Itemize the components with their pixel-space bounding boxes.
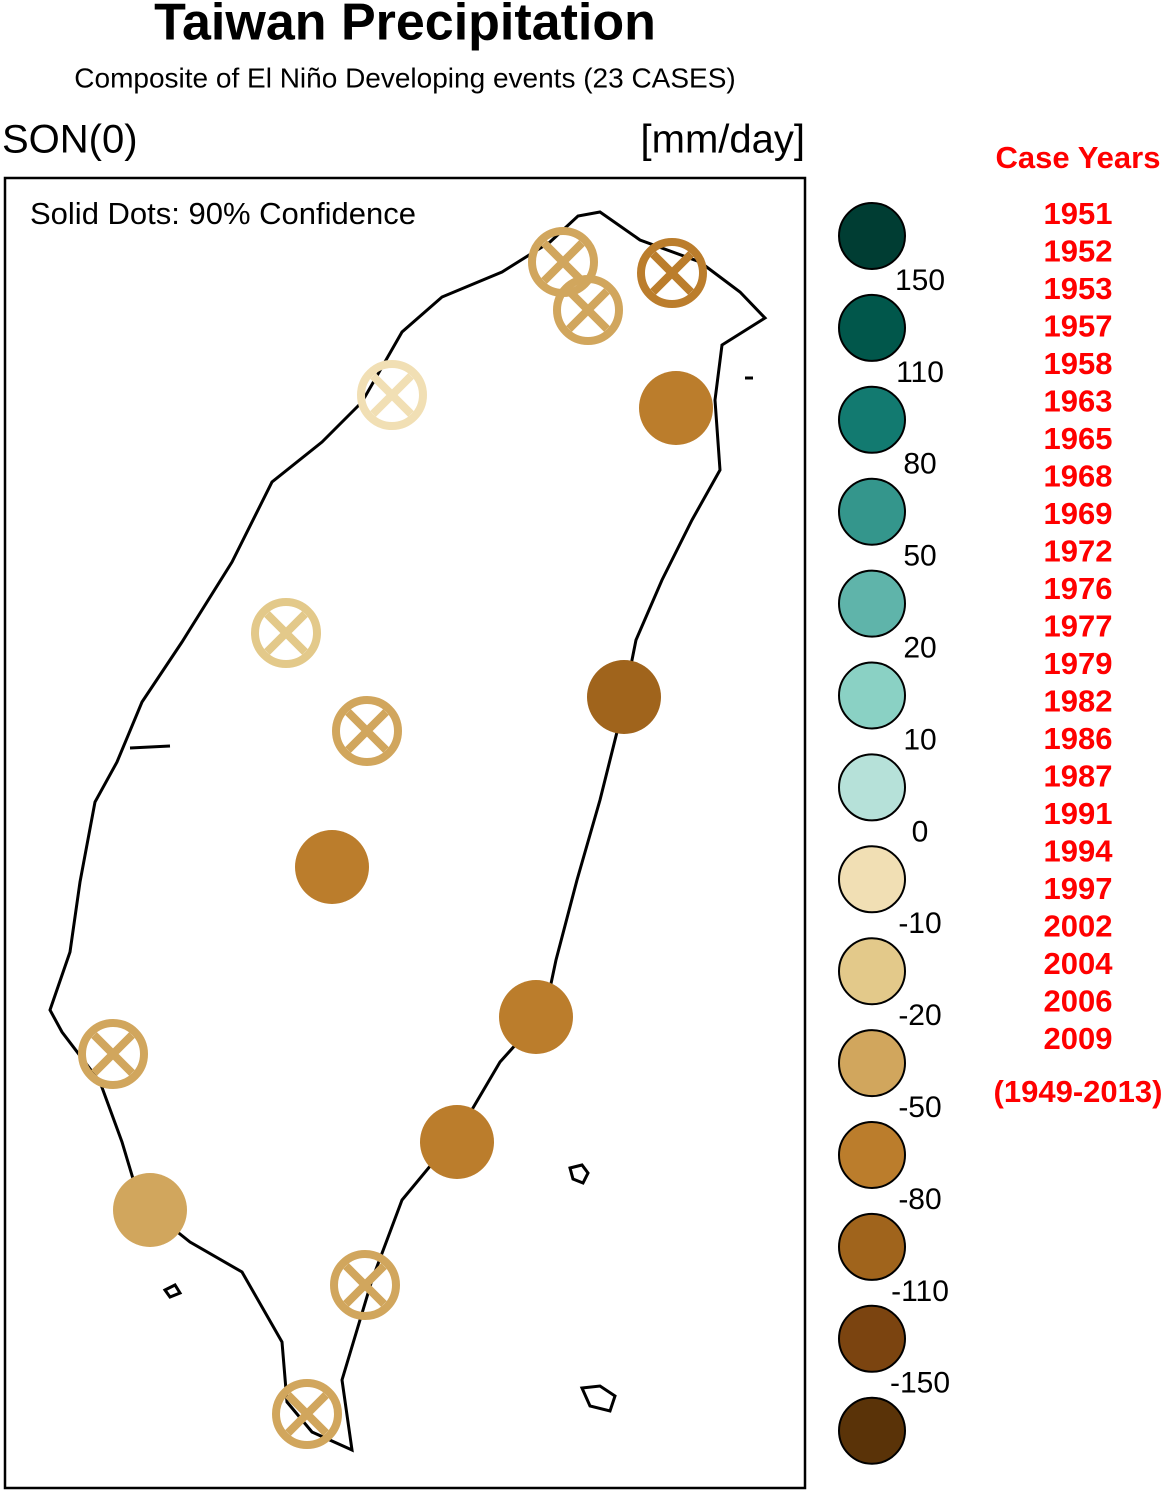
case-year: 1986 (1044, 721, 1113, 756)
legend-swatch (838, 845, 906, 914)
legend-label: -20 (898, 999, 941, 1032)
station-dot (587, 660, 661, 734)
station-cross (91, 1032, 135, 1076)
legend-swatch (838, 1121, 906, 1189)
case-year: 1953 (1044, 271, 1113, 306)
station-cross (541, 240, 585, 284)
legend-swatch (838, 1396, 906, 1465)
station-dot (499, 980, 573, 1054)
case-year: 1969 (1044, 496, 1113, 531)
season: SON(0) (2, 118, 138, 162)
station-ring (637, 238, 707, 308)
case-year: 1957 (1044, 309, 1113, 344)
legend-label: 110 (896, 356, 944, 389)
legend-swatch (838, 1212, 906, 1281)
case-year: 2009 (1044, 1021, 1113, 1056)
station-dot (420, 1105, 494, 1179)
legend-label: -80 (898, 1183, 941, 1216)
legend-label: 150 (895, 264, 945, 297)
case-year: 1963 (1044, 384, 1113, 419)
map-note: Solid Dots: 90% Confidence (30, 196, 416, 231)
station-ring (553, 275, 623, 345)
legend-swatch (838, 937, 906, 1006)
legend-swatch (838, 753, 906, 822)
station-ring (272, 1379, 342, 1449)
unit: [mm/day] (641, 118, 805, 162)
legend-label: 80 (903, 448, 936, 481)
case-year: 1997 (1044, 871, 1113, 906)
station-cross (343, 1263, 387, 1307)
case-year: 1976 (1044, 571, 1113, 606)
station-ring (332, 696, 402, 766)
station-ring (251, 598, 321, 668)
station-cross (345, 709, 389, 753)
title: Taiwan Precipitation (154, 0, 656, 52)
station-dot (639, 371, 713, 445)
case-year: 1977 (1044, 609, 1113, 644)
case-year: 1994 (1044, 834, 1114, 869)
station-dot (113, 1173, 187, 1247)
case-year: 2006 (1044, 984, 1113, 1019)
legend-label: 0 (912, 815, 929, 848)
station-cross (264, 611, 308, 655)
station-cross (285, 1392, 329, 1436)
legend-label: 50 (903, 540, 936, 573)
legend-label: -110 (891, 1275, 949, 1308)
case-year: 1952 (1044, 234, 1113, 269)
case-year: 1965 (1044, 421, 1113, 456)
case-year: 1972 (1044, 534, 1113, 569)
case-year: 2004 (1044, 946, 1114, 981)
legend-label: -10 (898, 907, 941, 940)
case-year: 1958 (1044, 346, 1113, 381)
legend-swatch (838, 1029, 906, 1098)
station-ring (330, 1250, 400, 1320)
map-frame (3, 176, 807, 1490)
legend-swatch (838, 661, 906, 730)
station-cross (370, 373, 414, 417)
case-year: 1982 (1044, 684, 1113, 719)
legend-swatch (838, 202, 906, 270)
islands (129, 376, 753, 1413)
station-dot (295, 830, 369, 904)
case-year: 1979 (1044, 646, 1113, 681)
case-year: 2002 (1044, 909, 1113, 944)
legend-swatch (838, 385, 906, 454)
legend-swatch (838, 1304, 906, 1373)
case-year: 1968 (1044, 459, 1113, 494)
case-year: 1991 (1044, 796, 1113, 831)
case-period: (1949-2013) (994, 1074, 1163, 1109)
station-cross (566, 288, 610, 332)
station-cross (650, 251, 694, 295)
subtitle: Composite of El Niño Developing events (… (74, 62, 735, 93)
station-ring (78, 1019, 148, 1089)
legend-swatch (838, 293, 906, 362)
case-year: 1951 (1044, 196, 1113, 231)
taiwan-coastline (48, 210, 768, 1453)
legend-label: -150 (890, 1367, 950, 1400)
legend-label: 20 (903, 631, 936, 664)
legend-label: -50 (898, 1091, 941, 1124)
legend-swatch (838, 569, 906, 638)
legend-swatch (838, 477, 906, 546)
case-years-title: Case Years (996, 140, 1161, 175)
legend-label: 10 (903, 723, 936, 756)
station-ring (357, 360, 427, 430)
case-year: 1987 (1044, 759, 1113, 794)
